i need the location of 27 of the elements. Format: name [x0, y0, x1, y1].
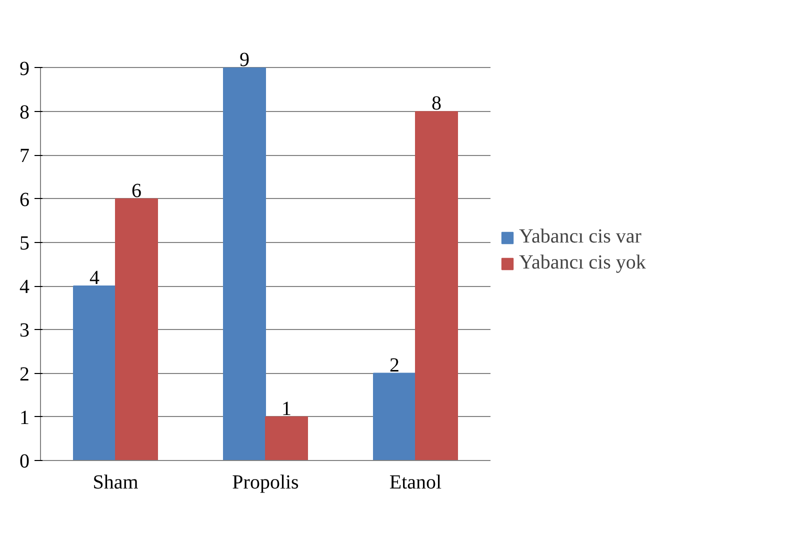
y-tick-label: 9: [20, 58, 30, 80]
y-tick-label: 8: [20, 102, 30, 124]
bar: [73, 286, 116, 460]
bar: [115, 198, 158, 460]
bar: [223, 67, 266, 460]
data-label: 6: [132, 180, 142, 202]
data-label: 4: [90, 267, 100, 290]
x-tick-label: Etanol: [389, 472, 442, 494]
legend-label: Yabancı cis var: [519, 226, 642, 248]
bar: [415, 111, 458, 460]
data-label: 2: [390, 354, 400, 376]
bar: [265, 416, 308, 460]
data-label: 1: [282, 398, 292, 420]
y-tick-label: 6: [20, 188, 30, 211]
y-tick-label: 3: [20, 320, 30, 342]
y-tick-label: 5: [20, 232, 30, 254]
y-tick-label: 0: [20, 450, 30, 472]
legend-label: Yabancı cis yok: [519, 252, 646, 274]
data-label: 9: [240, 48, 250, 71]
y-tick-label: 7: [20, 145, 30, 168]
bar: [373, 372, 416, 460]
y-tick-label: 2: [20, 363, 30, 386]
y-tick-label: 4: [20, 276, 30, 298]
y-tick-label: 1: [20, 406, 30, 429]
x-tick-label: Sham: [92, 472, 139, 494]
data-label: 8: [432, 92, 442, 115]
x-tick-label: Propolis: [232, 472, 300, 494]
